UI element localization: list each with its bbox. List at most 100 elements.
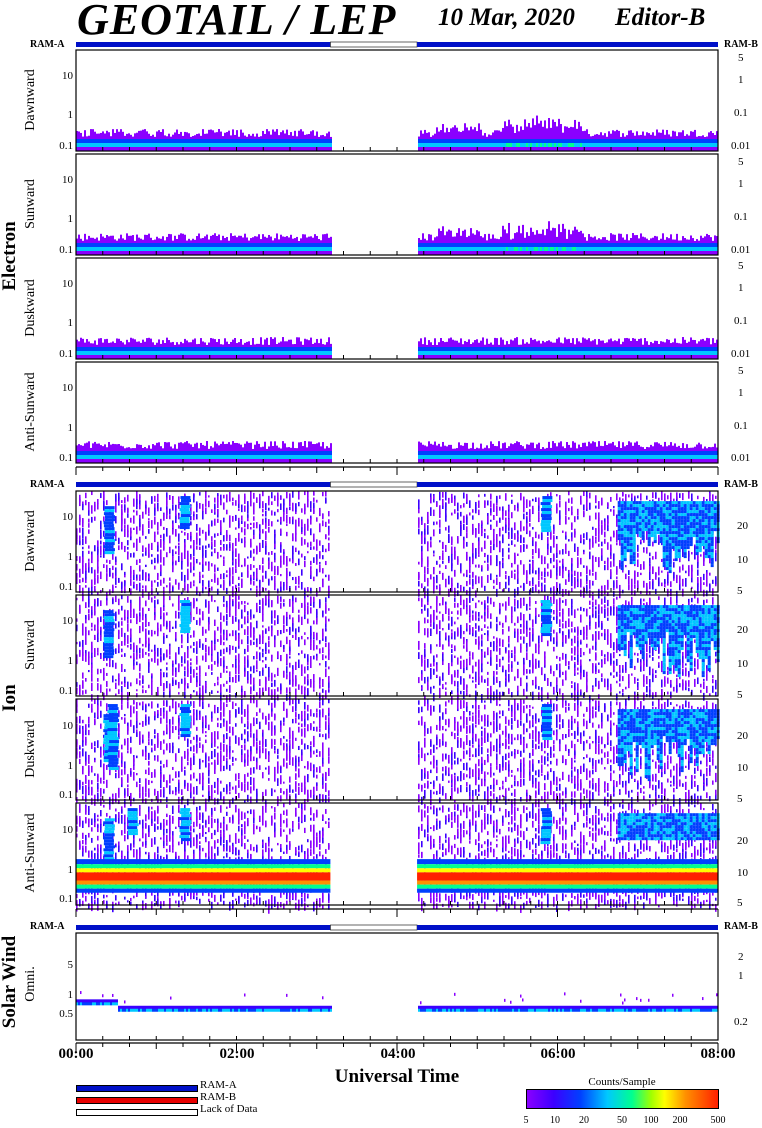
spectrogram-cell <box>439 540 441 543</box>
spectrogram-cell <box>88 143 90 147</box>
spectrogram-cell <box>500 351 502 355</box>
spectrogram-cell <box>272 455 274 459</box>
spectrogram-cell <box>712 143 714 147</box>
spectrogram-cell <box>684 351 686 355</box>
spectrogram-cell <box>472 523 474 532</box>
spectrogram-cell <box>428 351 430 355</box>
spectrogram-cell <box>256 547 258 555</box>
spectrogram-cell <box>692 351 694 355</box>
spectrogram-cell <box>214 539 216 547</box>
spectrogram-cell <box>86 143 88 147</box>
spectrogram-cell <box>256 247 258 251</box>
spectrogram-cell <box>248 143 250 147</box>
spectrogram-cell <box>187 533 189 540</box>
spectrogram-cell <box>97 576 99 584</box>
spectrogram-cell <box>424 573 426 582</box>
spectrogram-cell <box>702 455 704 459</box>
spectrogram-cell <box>566 126 568 151</box>
spectrogram-cell <box>109 567 111 575</box>
spectrogram-cell <box>529 580 531 586</box>
spectrogram-cell <box>211 586 213 591</box>
spectrogram-cell <box>97 502 99 510</box>
spectrogram-cell <box>211 536 213 542</box>
spectrogram-cell <box>136 526 138 535</box>
spectrogram-cell <box>520 126 522 151</box>
spectrogram-cell <box>518 455 520 459</box>
spectrogram-cell <box>138 247 140 251</box>
spectrogram-cell <box>432 143 434 147</box>
spectrogram-cell <box>570 455 572 459</box>
spectrogram-cell <box>169 495 171 500</box>
spectrogram-cell <box>274 455 276 459</box>
spectrogram-cell <box>250 588 252 591</box>
spectrogram-cell <box>614 247 616 251</box>
spectrogram-cell <box>452 351 454 355</box>
spectrogram-cell <box>274 247 276 251</box>
spectrogram-cell <box>154 455 156 459</box>
spectrogram-cell <box>496 143 498 147</box>
spectrogram-cell <box>696 247 698 251</box>
spectrogram-cell <box>139 518 141 527</box>
spectrogram-cell <box>308 351 310 355</box>
spectrogram-cell <box>139 565 141 572</box>
spectrogram-cell <box>230 455 232 459</box>
spectrogram-cell <box>478 509 480 516</box>
spectrogram-cell <box>462 143 464 147</box>
spectrogram-cell <box>246 455 248 459</box>
spectrogram-cell <box>230 143 232 147</box>
spectrogram-cell <box>626 351 628 355</box>
spectrogram-cell <box>154 143 156 147</box>
spectrogram-cell <box>190 562 192 571</box>
spectrogram-cell <box>427 542 429 552</box>
spectrogram-cell <box>698 143 700 147</box>
spectrogram-cell <box>186 455 188 459</box>
spectrogram-cell <box>78 455 80 459</box>
spectrogram-cell <box>688 247 690 251</box>
spectrogram-cell <box>538 580 540 587</box>
spectrogram-cell <box>115 556 117 562</box>
spectrogram-cell <box>304 455 306 459</box>
spectrogram-cell <box>175 512 177 516</box>
spectrogram-cell <box>546 143 548 147</box>
spectrogram-cell <box>514 143 516 147</box>
spectrogram-cell <box>254 143 256 147</box>
spectrogram-cell <box>134 455 136 459</box>
spectrogram-cell <box>130 553 132 558</box>
spectrogram-cell <box>220 247 222 251</box>
spectrogram-cell <box>658 351 660 355</box>
spectrogram-cell <box>670 143 672 147</box>
spectrogram-cell <box>278 247 280 251</box>
spectrogram-cell <box>256 351 258 355</box>
spectrogram-cell <box>322 545 324 553</box>
spectrogram-cell <box>422 351 424 355</box>
spectrogram-cell <box>694 455 696 459</box>
spectrogram-cell <box>588 351 590 355</box>
spectrogram-cell <box>502 560 504 563</box>
spectrogram-cell <box>104 455 106 459</box>
spectrogram-cell <box>496 247 498 251</box>
spectrogram-cell <box>241 564 243 568</box>
spectrogram-cell <box>532 143 534 147</box>
spectrogram-cell <box>204 455 206 459</box>
spectrogram-cell <box>568 351 570 355</box>
spectrogram-cell <box>262 513 264 517</box>
spectrogram-cell <box>229 492 231 498</box>
spectrogram-cell <box>638 455 640 459</box>
spectrogram-cell <box>121 582 123 590</box>
spectrogram-cell <box>460 525 462 534</box>
spectrogram-cell <box>280 503 282 510</box>
panel-electron-dawnward <box>75 49 719 152</box>
spectrogram-cell <box>160 143 162 147</box>
spectrogram-cell <box>676 143 678 147</box>
spectrogram-cell <box>169 546 171 554</box>
spectrogram-cell <box>586 351 588 355</box>
spectrogram-cell <box>166 509 168 514</box>
spectrogram-cell <box>286 247 288 251</box>
spectrogram-cell <box>602 143 604 147</box>
spectrogram-cell <box>600 455 602 459</box>
spectrogram-cell <box>114 247 116 251</box>
spectrogram-cell <box>86 455 88 459</box>
spectrogram-cell <box>106 143 108 147</box>
spectrogram-cell <box>487 563 489 571</box>
spectrogram-cell <box>142 589 144 598</box>
